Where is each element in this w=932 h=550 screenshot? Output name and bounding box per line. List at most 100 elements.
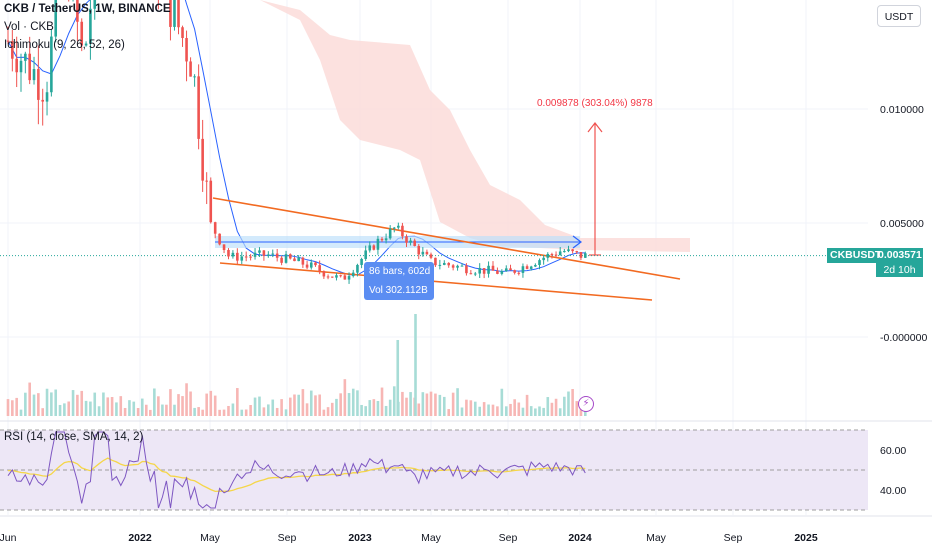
- volume-bar: [343, 379, 347, 416]
- candle-body: [372, 245, 376, 250]
- volume-bar: [197, 407, 200, 416]
- candle-body: [343, 275, 347, 280]
- rsi-line: [7, 431, 586, 509]
- volume-bar: [339, 393, 342, 416]
- candle-body: [339, 275, 342, 277]
- volume-bar: [6, 399, 10, 416]
- volume-bar: [123, 407, 127, 416]
- candle-body: [262, 250, 266, 256]
- volume-bar: [305, 403, 309, 416]
- candle-body: [11, 41, 14, 59]
- volume-bar: [28, 382, 31, 416]
- volume-bar: [376, 401, 380, 416]
- candle-body: [193, 76, 196, 78]
- volume-bar: [284, 409, 288, 416]
- volume-bar: [322, 409, 326, 416]
- candle-body: [37, 69, 40, 100]
- candle-body: [351, 272, 355, 277]
- rsi-tick-label: 40.00: [880, 485, 906, 497]
- candle-body: [28, 53, 31, 81]
- volume-bar: [360, 404, 363, 416]
- candle-body: [397, 225, 400, 228]
- volume-bar: [491, 404, 495, 416]
- volume-bar: [356, 390, 359, 416]
- candle-body: [231, 252, 235, 257]
- candle-body: [558, 251, 562, 256]
- candle-body: [15, 58, 18, 73]
- volume-bar: [244, 409, 248, 416]
- candle-body: [496, 270, 499, 274]
- volume-bar: [318, 394, 321, 416]
- candle-body: [76, 0, 79, 22]
- volume-bar: [388, 399, 392, 416]
- target-arrow-head: [587, 122, 603, 133]
- volume-bar: [473, 401, 477, 416]
- candle-body: [417, 245, 421, 255]
- candle-body: [322, 271, 326, 277]
- candle-body: [222, 244, 226, 250]
- grid-layer: [0, 0, 932, 515]
- rsi-ma-line: [7, 457, 586, 493]
- candle-body: [447, 262, 451, 266]
- candle-body: [380, 238, 384, 241]
- time-tick-label: May: [200, 532, 221, 544]
- volume-bar: [253, 397, 257, 416]
- volume-bar: [153, 388, 156, 416]
- last-price-tag: CKBUSDT0.003571: [827, 248, 923, 263]
- candle-body: [368, 245, 372, 251]
- candle-body: [517, 272, 521, 274]
- volume-bar: [372, 399, 376, 416]
- volume-bar: [249, 405, 252, 416]
- candle-body: [542, 257, 545, 261]
- volume-bar: [456, 388, 459, 416]
- candle-body: [460, 265, 464, 267]
- candle-body: [500, 271, 504, 274]
- volume-bar: [177, 394, 180, 416]
- volume-bar: [392, 386, 396, 416]
- volume-bar: [41, 408, 44, 416]
- volume-bar: [50, 392, 53, 416]
- candle-body: [93, 0, 97, 9]
- candle-body: [89, 8, 92, 44]
- candle-body: [24, 53, 27, 61]
- volume-bar: [487, 404, 490, 416]
- volume-bar: [218, 409, 221, 416]
- candle-body: [249, 256, 252, 258]
- candle-body: [347, 276, 351, 280]
- lower-trendline: [219, 262, 653, 301]
- candle-body: [201, 138, 204, 181]
- candle-body: [244, 256, 248, 258]
- bar-countdown: 2d 10h: [876, 263, 923, 277]
- candle-body: [305, 264, 309, 268]
- upper-trendline: [212, 197, 681, 280]
- volume-bar: [209, 390, 213, 416]
- lightning-icon[interactable]: ⚡: [578, 396, 594, 412]
- candle-body: [388, 228, 392, 239]
- volume-bar: [297, 394, 300, 416]
- candle-body: [575, 251, 579, 253]
- volume-bar: [213, 395, 217, 416]
- volume-bar: [84, 400, 88, 416]
- candle-body: [567, 249, 570, 252]
- volume-bar: [231, 403, 235, 416]
- volume-bar: [58, 404, 62, 416]
- price-value: 0.003571: [878, 249, 922, 261]
- volume-bar: [240, 409, 244, 416]
- volume-bar: [189, 391, 192, 416]
- volume-bar: [63, 403, 66, 416]
- candle-body: [240, 256, 244, 261]
- candle-body: [525, 266, 529, 269]
- volume-bar: [364, 406, 367, 416]
- candle-body: [434, 257, 437, 266]
- volume-bar: [546, 397, 550, 416]
- candle-body: [335, 275, 338, 278]
- volume-bar: [513, 399, 516, 416]
- time-tick-label: 2023: [348, 532, 372, 544]
- candle-body: [271, 253, 275, 255]
- volume-bar: [521, 407, 525, 416]
- time-tick-label: Sep: [499, 532, 518, 544]
- volume-bar: [181, 396, 184, 416]
- currency-button[interactable]: USDT: [877, 5, 921, 27]
- candle-body: [534, 265, 537, 267]
